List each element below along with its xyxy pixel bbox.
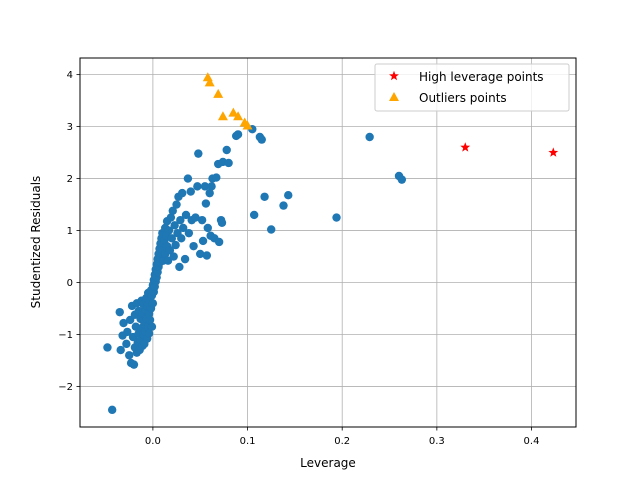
legend-box xyxy=(374,63,570,112)
data-point xyxy=(125,351,134,360)
data-point xyxy=(122,339,131,349)
data-point xyxy=(205,188,214,198)
y-axis-label: Studentized Residuals xyxy=(29,176,43,309)
data-point xyxy=(119,318,128,328)
data-point xyxy=(145,315,155,325)
y-tick-label: 1 xyxy=(67,226,73,237)
data-point xyxy=(397,175,407,184)
data-point xyxy=(217,218,227,227)
data-point xyxy=(116,345,125,355)
data-point xyxy=(202,251,212,260)
legend-label-outliers: Outliers points xyxy=(419,91,507,105)
data-point xyxy=(175,262,184,272)
data-point xyxy=(203,223,212,233)
axis-ticks: 0.0 0.1 0.2 0.3 0.4 −2 −1 0 1 2 3 4 xyxy=(58,70,539,447)
data-point xyxy=(177,234,186,243)
plot-area xyxy=(80,58,576,427)
data-point xyxy=(201,199,211,208)
data-point xyxy=(284,191,293,200)
data-point xyxy=(198,236,208,246)
data-point xyxy=(170,221,179,230)
data-point xyxy=(194,149,203,158)
legend-label-high-leverage: High leverage points xyxy=(419,70,544,84)
x-tick-label: 0.3 xyxy=(429,436,445,447)
data-point xyxy=(249,210,259,220)
data-point xyxy=(103,343,112,352)
data-point xyxy=(171,240,180,250)
data-point xyxy=(144,329,154,338)
data-point xyxy=(178,223,188,233)
y-tick-label: −1 xyxy=(58,330,73,341)
data-point xyxy=(183,174,193,183)
data-point xyxy=(165,246,175,255)
data-point xyxy=(147,322,157,331)
data-points xyxy=(103,72,559,415)
data-point xyxy=(260,192,269,201)
outlier-point xyxy=(228,107,239,117)
data-point xyxy=(279,201,288,210)
data-point xyxy=(189,241,198,251)
x-tick-label: 0.2 xyxy=(334,436,350,447)
high-leverage-point xyxy=(548,147,559,157)
data-point xyxy=(166,213,176,222)
data-point xyxy=(186,187,195,196)
x-axis-label: Leverage xyxy=(300,456,356,470)
data-point xyxy=(224,158,233,168)
data-point xyxy=(267,225,276,234)
outlier-point xyxy=(204,77,215,87)
x-tick-label: 0.0 xyxy=(145,436,161,447)
data-point xyxy=(107,405,117,415)
y-tick-label: −2 xyxy=(58,382,73,393)
data-point xyxy=(178,188,187,198)
plot-frame xyxy=(79,57,577,428)
data-point xyxy=(176,215,185,225)
data-point xyxy=(233,130,243,139)
data-point xyxy=(172,200,181,209)
data-point xyxy=(115,307,124,317)
outlier-point xyxy=(217,111,228,121)
data-point xyxy=(196,249,205,259)
data-point xyxy=(212,173,221,182)
data-point xyxy=(180,254,190,264)
y-tick-label: 4 xyxy=(67,70,73,81)
outlier-point xyxy=(233,111,244,121)
data-point xyxy=(257,135,266,144)
x-tick-label: 0.1 xyxy=(240,436,256,447)
data-point xyxy=(332,213,341,222)
data-point xyxy=(167,234,177,243)
outlier-point xyxy=(242,120,253,130)
data-point xyxy=(222,145,231,155)
data-point xyxy=(129,360,139,369)
data-point xyxy=(181,210,191,220)
data-point xyxy=(164,226,174,235)
data-point xyxy=(148,299,158,308)
data-point xyxy=(197,215,207,225)
data-point xyxy=(123,327,132,337)
legend: High leverage points Outliers points xyxy=(374,63,570,112)
data-point xyxy=(184,228,194,238)
y-tick-label: 3 xyxy=(67,122,73,133)
legend-triangle-icon xyxy=(389,92,399,101)
y-tick-label: 0 xyxy=(67,278,73,289)
outlier-point xyxy=(213,88,224,98)
data-point xyxy=(365,132,374,142)
data-point xyxy=(214,237,224,247)
data-point xyxy=(168,206,177,215)
data-point xyxy=(191,213,200,222)
legend-star-icon xyxy=(389,70,399,81)
data-point xyxy=(207,182,216,191)
data-point xyxy=(169,252,178,261)
y-tick-label: 2 xyxy=(67,174,73,185)
high-leverage-point xyxy=(460,142,471,152)
data-point xyxy=(193,182,202,191)
x-tick-label: 0.4 xyxy=(524,436,540,447)
data-point xyxy=(200,182,210,191)
